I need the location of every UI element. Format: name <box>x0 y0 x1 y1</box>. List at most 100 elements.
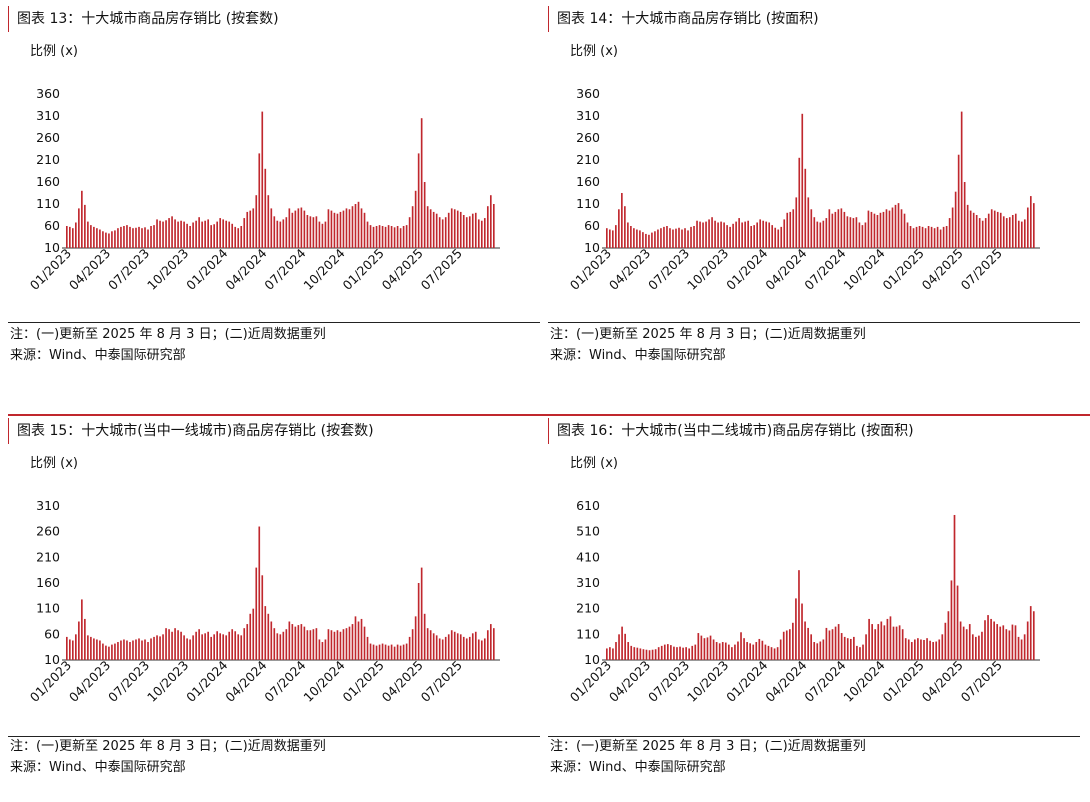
bar <box>177 221 179 248</box>
x-tick-label: 10/2023 <box>684 658 731 705</box>
bar <box>918 226 921 248</box>
bar <box>294 626 297 660</box>
bar <box>297 625 300 660</box>
bar <box>684 228 686 248</box>
bar <box>441 219 444 248</box>
bar <box>738 218 740 248</box>
bar <box>1002 625 1005 660</box>
bar <box>429 630 432 660</box>
bar <box>801 113 804 248</box>
bar <box>189 639 191 660</box>
bar <box>123 639 125 660</box>
bar <box>630 226 632 248</box>
y-tick-label: 110 <box>36 601 60 616</box>
bar <box>105 232 107 248</box>
bar <box>213 634 215 660</box>
bar <box>315 628 318 660</box>
bar <box>420 118 423 248</box>
bar <box>339 631 342 660</box>
y-tick-label: 410 <box>576 549 600 564</box>
bar <box>459 211 462 248</box>
x-tick-label: 01/2025 <box>880 658 927 705</box>
bar <box>249 613 252 660</box>
bar <box>798 157 801 248</box>
y-tick-label: 210 <box>36 549 60 564</box>
bar <box>819 222 822 248</box>
bar <box>879 212 882 248</box>
bar <box>231 223 234 248</box>
x-tick-label: 10/2023 <box>144 658 191 705</box>
bar <box>459 634 462 660</box>
bar <box>942 226 945 248</box>
bar <box>336 630 339 660</box>
bar <box>744 221 746 248</box>
bar <box>752 644 755 660</box>
bar <box>384 644 387 660</box>
bar <box>465 638 468 660</box>
bar <box>987 615 989 660</box>
bar <box>141 228 143 248</box>
bar <box>929 640 931 660</box>
bar <box>414 616 417 660</box>
bar-chart: 106011016021026031001/202304/202307/2023… <box>27 498 500 705</box>
bar <box>111 644 113 660</box>
bar <box>66 226 68 248</box>
bar <box>697 633 700 660</box>
bar <box>825 218 828 248</box>
bar <box>291 624 294 660</box>
x-tick-label: 04/2023 <box>606 658 653 705</box>
y-tick-label: 310 <box>36 108 60 123</box>
bar <box>117 228 119 248</box>
x-tick-label: 10/2023 <box>684 246 731 293</box>
bar <box>168 218 170 248</box>
bar <box>670 645 672 660</box>
chart-note: 注：(一)更新至 2025 年 8 月 3 日；(二)近周数据重列 <box>10 327 326 342</box>
bar <box>666 226 668 248</box>
bar <box>483 218 486 248</box>
bar <box>222 634 225 660</box>
bar <box>297 208 300 248</box>
x-tick-label: 07/2025 <box>418 246 465 293</box>
x-tick-label: 04/2025 <box>379 246 426 293</box>
bar <box>468 636 471 660</box>
bar <box>138 638 140 660</box>
bar <box>927 226 930 248</box>
bar <box>240 635 243 660</box>
bar <box>724 642 727 660</box>
bar <box>435 635 438 660</box>
bar <box>153 636 155 660</box>
bar <box>690 226 692 248</box>
bar <box>900 209 903 248</box>
bar <box>468 216 471 248</box>
bar <box>788 629 791 660</box>
bar <box>798 570 800 660</box>
bar <box>309 216 312 248</box>
bar <box>486 630 489 660</box>
bar <box>99 640 101 660</box>
bar <box>783 219 786 248</box>
bar <box>405 643 408 660</box>
bar <box>709 635 712 660</box>
bar <box>996 211 999 248</box>
bar <box>1014 625 1017 660</box>
bar <box>897 203 900 248</box>
bar <box>975 215 978 248</box>
bar <box>180 631 182 660</box>
bar <box>378 644 381 660</box>
bar <box>606 228 608 248</box>
bar <box>441 639 444 660</box>
x-tick-label: 10/2024 <box>840 245 887 292</box>
bar <box>843 211 846 248</box>
bar <box>342 210 345 248</box>
bar <box>120 226 122 248</box>
bar <box>1026 621 1029 660</box>
bar <box>749 643 752 660</box>
bar <box>66 636 68 660</box>
bar <box>932 642 934 660</box>
bar <box>396 226 399 248</box>
bar <box>189 226 191 248</box>
x-tick-label: 10/2023 <box>144 246 191 293</box>
bar <box>856 645 858 660</box>
y-tick-label: 360 <box>576 86 600 101</box>
bar <box>75 634 77 660</box>
